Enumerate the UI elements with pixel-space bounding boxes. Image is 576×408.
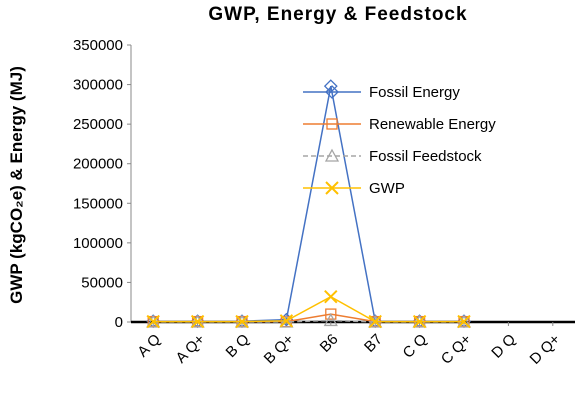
legend-label: GWP [369, 180, 405, 197]
y-tick-label: 150000 [73, 195, 123, 212]
legend-marker [326, 118, 338, 130]
marker [323, 313, 338, 327]
marker [190, 314, 205, 329]
x-tick-label: B Q [223, 331, 253, 361]
chart-title: GWP, Energy & Feedstock [208, 4, 467, 25]
x-tick-label: D Q+ [527, 331, 564, 368]
legend-label: Fossil Feedstock [369, 148, 482, 165]
y-tick-label: 100000 [73, 235, 123, 252]
legend-marker [325, 85, 339, 99]
y-tick-label: 50000 [81, 274, 123, 291]
x-tick-label: A Q+ [173, 331, 209, 367]
x-tick-label: C Q+ [438, 331, 475, 368]
legend-marker [324, 148, 340, 162]
legend-label: Fossil Energy [369, 84, 460, 101]
x-tick-label: C Q [400, 331, 431, 362]
x-tick-label: B7 [361, 331, 386, 356]
x-tick-label: A Q [134, 331, 164, 361]
marker [235, 314, 249, 329]
marker [325, 308, 337, 320]
series-line [153, 295, 464, 323]
x-tick-label: B Q+ [261, 331, 298, 368]
marker [368, 314, 382, 329]
legend-label: Renewable Energy [369, 116, 496, 133]
y-axis-label: GWP (kgCO₂e) & Energy (MJ) [7, 66, 26, 304]
marker [412, 314, 427, 329]
y-tick-label: 200000 [73, 156, 123, 173]
legend-marker [325, 181, 339, 195]
x-tick-label: B6 [317, 331, 342, 356]
marker [279, 314, 294, 328]
y-tick-label: 350000 [73, 37, 123, 54]
x-tick-label: D Q [488, 331, 519, 362]
y-tick-label: 250000 [73, 116, 123, 133]
marker [457, 314, 471, 329]
y-tick-label: 300000 [73, 77, 123, 94]
y-tick-label: 0 [115, 314, 123, 331]
marker [324, 289, 338, 304]
marker [146, 314, 160, 329]
